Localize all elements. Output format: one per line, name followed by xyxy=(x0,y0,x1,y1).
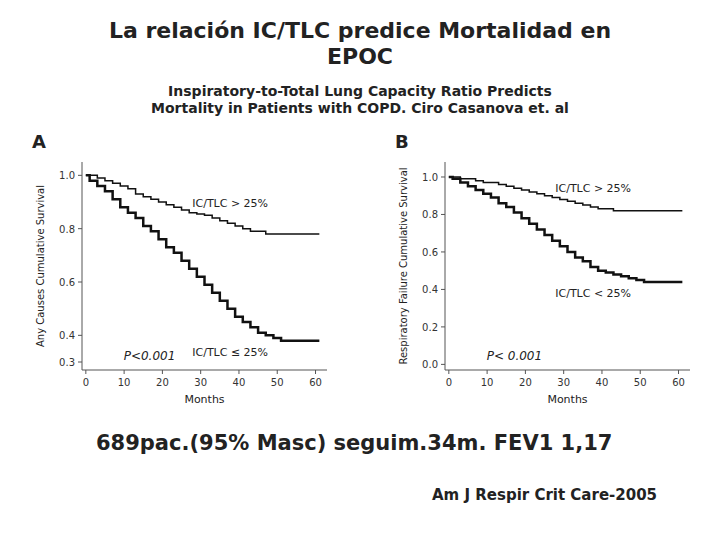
x-tick-label: 50 xyxy=(634,377,647,388)
y-tick-label: 0.0 xyxy=(422,359,438,370)
x-tick-label: 40 xyxy=(233,377,246,388)
y-tick-label: 0.4 xyxy=(59,330,75,341)
plot-area xyxy=(86,175,320,340)
x-tick-label: 0 xyxy=(446,377,452,388)
y-tick-label: 0.8 xyxy=(59,224,75,235)
x-tick-label: 50 xyxy=(271,377,284,388)
x-tick-label: 10 xyxy=(118,377,131,388)
x-axis-line xyxy=(445,370,690,371)
series-label: IC/TLC < 25% xyxy=(555,287,631,300)
x-axis-label: Months xyxy=(547,393,587,406)
y-tick-label: 0.6 xyxy=(59,277,75,288)
x-axis-line xyxy=(82,370,327,371)
y-tick xyxy=(78,228,82,229)
y-axis-line xyxy=(445,162,446,370)
y-tick xyxy=(441,364,445,365)
y-tick xyxy=(441,251,445,252)
x-tick xyxy=(162,370,163,374)
x-tick-label: 30 xyxy=(557,377,570,388)
source-note: Am J Respir Crit Care-2005 xyxy=(432,486,657,504)
x-tick xyxy=(448,370,449,374)
p-value: P< 0.001 xyxy=(487,349,542,363)
x-tick xyxy=(85,370,86,374)
x-tick-label: 20 xyxy=(156,377,169,388)
y-axis-line xyxy=(82,162,83,370)
y-tick-label: 0.2 xyxy=(422,322,438,333)
x-tick xyxy=(601,370,602,374)
x-tick xyxy=(640,370,641,374)
panel: B 0.0 0.2 0.4 0.6 0.8 1.0 0 10 20 30 40 50 60 Months Re… xyxy=(395,131,690,406)
step-line xyxy=(449,177,683,282)
series-label: IC/TLC ≤ 25% xyxy=(192,346,268,359)
series-label: IC/TLC > 25% xyxy=(192,197,268,210)
x-tick xyxy=(124,370,125,374)
chart: La relación IC/TLC predice Mortalidad en… xyxy=(0,0,720,540)
subtitle-line: Mortality in Patients with COPD. Ciro Ca… xyxy=(151,100,569,116)
x-tick-label: 0 xyxy=(83,377,89,388)
x-tick-label: 30 xyxy=(194,377,207,388)
x-tick xyxy=(315,370,316,374)
plot-area xyxy=(449,177,683,282)
y-tick-label: 0.6 xyxy=(422,247,438,258)
subtitle: Inspiratory-to-Total Lung Capacity Ratio… xyxy=(151,83,569,116)
x-tick xyxy=(200,370,201,374)
y-tick xyxy=(78,175,82,176)
x-tick-label: 60 xyxy=(309,377,322,388)
x-tick xyxy=(487,370,488,374)
x-tick xyxy=(525,370,526,374)
y-tick-label: 1.0 xyxy=(422,172,438,183)
bottom-note: 689pac.(95% Masc) seguim.34m. FEV1 1,17 xyxy=(96,431,612,455)
y-tick-label: 1.0 xyxy=(59,170,75,181)
y-tick xyxy=(441,289,445,290)
y-tick-label: 0.3 xyxy=(59,357,75,368)
panel: A 0.3 0.4 0.6 0.8 1.0 0 10 20 30 40 50 60 Months Any C… xyxy=(32,131,327,406)
title: La relación IC/TLC predice Mortalidad en… xyxy=(109,18,611,69)
x-axis-label: Months xyxy=(184,393,224,406)
y-tick xyxy=(78,282,82,283)
y-tick xyxy=(78,362,82,363)
step-line xyxy=(86,175,320,340)
y-tick xyxy=(441,176,445,177)
y-tick-label: 0.4 xyxy=(422,284,438,295)
y-tick xyxy=(78,335,82,336)
series-label: IC/TLC > 25% xyxy=(555,182,631,195)
title-line: EPOC xyxy=(327,44,393,69)
x-tick-label: 60 xyxy=(672,377,685,388)
title-line: La relación IC/TLC predice Mortalidad en xyxy=(109,18,611,43)
panel-title: A xyxy=(32,131,46,152)
x-tick-label: 10 xyxy=(481,377,494,388)
x-tick-label: 40 xyxy=(596,377,609,388)
panel-title: B xyxy=(395,131,409,152)
x-tick xyxy=(563,370,564,374)
y-tick xyxy=(441,214,445,215)
x-tick xyxy=(238,370,239,374)
y-axis-label: Any Causes Cumulative Survival xyxy=(35,185,46,347)
y-tick-label: 0.8 xyxy=(422,209,438,220)
y-axis-label: Respiratory Failure Cumulative Survival xyxy=(398,167,409,364)
x-tick xyxy=(678,370,679,374)
x-tick xyxy=(277,370,278,374)
x-tick-label: 20 xyxy=(519,377,532,388)
y-tick xyxy=(441,326,445,327)
subtitle-line: Inspiratory-to-Total Lung Capacity Ratio… xyxy=(168,83,552,99)
p-value: P<0.001 xyxy=(124,349,176,363)
